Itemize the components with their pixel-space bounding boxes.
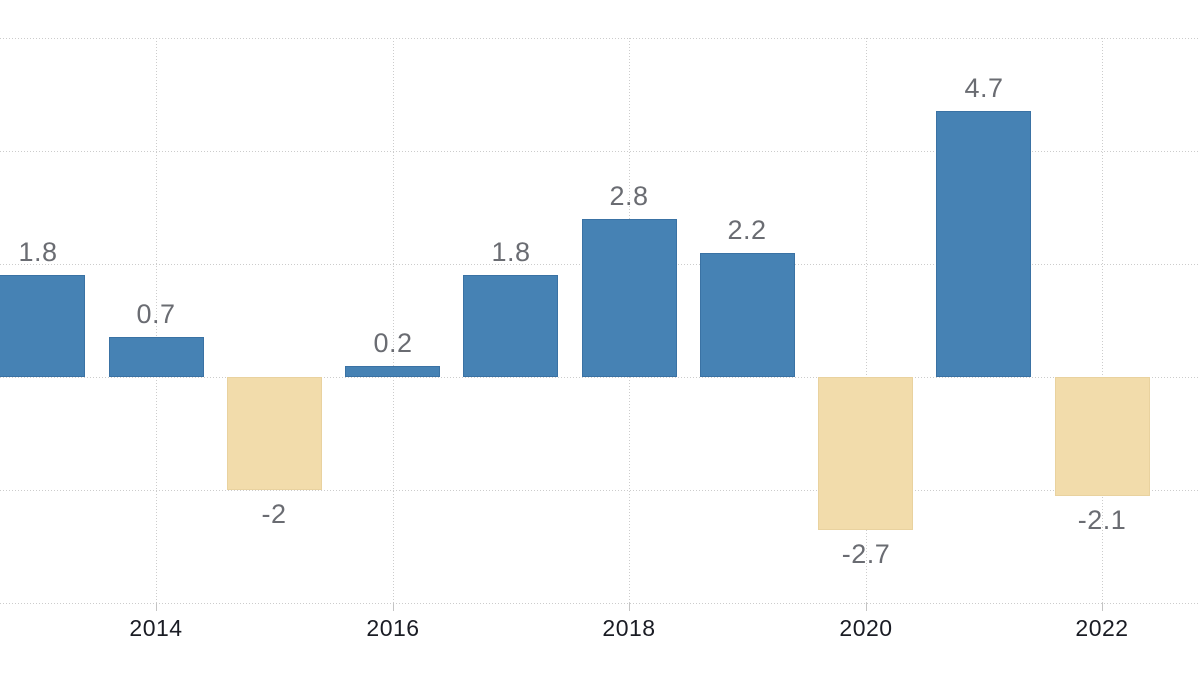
gridline-h <box>0 38 1200 39</box>
x-axis-label: 2018 <box>602 615 656 641</box>
bar-value-label: 4.7 <box>964 73 1004 103</box>
bar-value-label: 2.2 <box>727 215 767 245</box>
bar-2018[interactable] <box>582 219 677 377</box>
gridline-v <box>866 38 867 603</box>
gridline-h <box>0 151 1200 152</box>
bar-value-label: 0.2 <box>373 328 413 358</box>
x-axis-label: 2020 <box>839 615 893 641</box>
bar-value-label: -2.7 <box>841 539 891 569</box>
x-axis-tick <box>1102 603 1103 611</box>
bar-2020[interactable] <box>818 377 913 530</box>
bar-2013[interactable] <box>0 275 85 377</box>
gridline-v <box>156 38 157 603</box>
bar-2021[interactable] <box>936 111 1031 377</box>
bar-2017[interactable] <box>463 275 558 377</box>
bar-2022[interactable] <box>1055 377 1150 496</box>
bar-value-label: 1.8 <box>18 237 58 267</box>
x-axis-label: 2016 <box>366 615 420 641</box>
x-axis-line <box>0 603 1200 604</box>
bar-2019[interactable] <box>700 253 795 377</box>
bar-value-label: 2.8 <box>609 181 649 211</box>
x-axis-tick <box>629 603 630 611</box>
x-axis-tick <box>393 603 394 611</box>
gridline-h <box>0 377 1200 378</box>
bar-2015[interactable] <box>227 377 322 490</box>
bar-value-label: 1.8 <box>491 237 531 267</box>
bar-value-label: 0.7 <box>136 299 176 329</box>
bar-2016[interactable] <box>345 366 440 377</box>
x-axis-label: 2022 <box>1075 615 1129 641</box>
x-axis-label: 2014 <box>129 615 183 641</box>
x-axis-tick <box>866 603 867 611</box>
bar-2014[interactable] <box>109 337 204 377</box>
gridline-h <box>0 490 1200 491</box>
x-axis-tick <box>156 603 157 611</box>
bar-value-label: -2 <box>261 499 287 529</box>
gridline-v <box>393 38 394 603</box>
bar-value-label: -2.1 <box>1077 505 1127 535</box>
gridline-v <box>1102 38 1103 603</box>
